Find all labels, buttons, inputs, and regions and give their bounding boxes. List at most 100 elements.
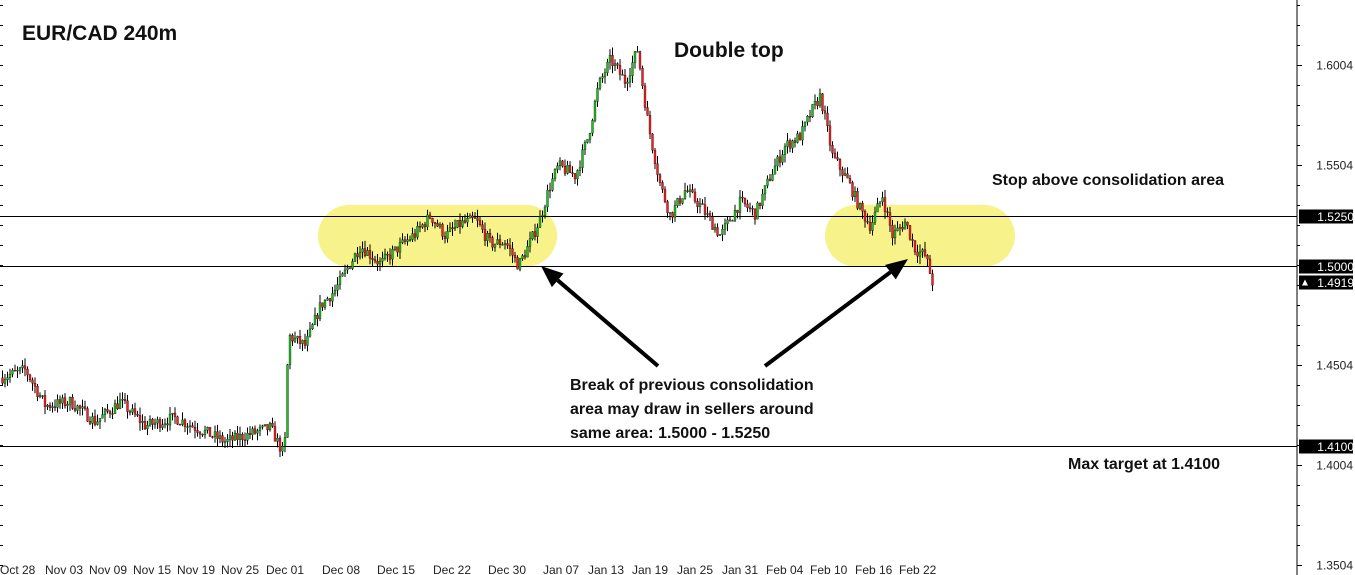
candle-body [148,419,152,426]
candle-body [583,142,587,150]
candle-body [663,189,667,202]
x-tick-label: Oct 28 [0,563,36,575]
candle-body [586,139,589,143]
candle-body [133,408,137,415]
candle-body [433,222,437,224]
candle-body [676,198,679,206]
candle-body [251,428,254,435]
current-price-label: 1.4919 [1317,276,1354,290]
candle-body [228,435,232,440]
price-tags: 1.5250 1.5000 1.4100 1.4919 [1299,209,1354,454]
candle-body [211,436,214,438]
candle-body [183,419,187,427]
candle-body [843,173,847,176]
candle-body [796,133,799,143]
candle-body [516,257,519,270]
candle-body [13,370,17,372]
candle-body [611,55,614,67]
candle-body [11,370,14,375]
candle-body [898,227,902,229]
candle-body [1,377,4,384]
double-top-label: Double top [674,39,784,62]
candle-body [423,224,427,228]
candle-body [43,395,47,407]
candle-body [461,220,464,227]
candle-body [813,100,817,105]
candle-body [753,208,757,220]
candle-body [901,227,904,230]
x-tick-label: Nov 19 [177,563,215,575]
candle-body [8,374,12,378]
candle-body [878,201,882,204]
candle-body [218,435,222,439]
candle-body [216,431,219,439]
candle-body [313,314,317,325]
candle-body [356,253,359,258]
candle-body [471,215,474,218]
candle-body [78,405,82,409]
candle-body [138,415,142,423]
candle-body [853,190,857,198]
candle-body [288,335,292,365]
candle-body [806,115,809,123]
candle-body [581,149,584,168]
candle-body [923,249,927,256]
candle-body [281,446,284,452]
candle-body [298,336,302,344]
candle-body [141,421,144,423]
candle-body [801,126,804,141]
candle-body [166,423,169,426]
candle-body [248,432,252,435]
candle-body [278,437,282,452]
candle-body [603,72,607,77]
candle-body [568,164,572,173]
candle-body [856,190,859,209]
candle-body [751,208,754,210]
y-tick-label: 1.5504 [1316,159,1353,173]
candle-body [708,213,712,217]
x-tick-label: Jan 13 [588,563,624,575]
candle-body [156,419,159,424]
candle-body [426,214,429,228]
candle-body [561,160,564,167]
candle-body [573,173,577,180]
candle-body [756,202,759,220]
candle-body [908,225,912,240]
candle-body [551,178,554,191]
candle-body [331,293,334,302]
y-tick-label: 1.4504 [1316,359,1353,373]
x-tick-label: Dec 15 [377,563,415,575]
candle-body [598,78,602,89]
candle-body [436,223,439,227]
candle-body [428,214,432,219]
candle-body [541,215,544,217]
candle-body [341,273,344,277]
candle-body [431,218,434,223]
candle-body [6,377,9,380]
candle-body [686,190,689,192]
candle-body [666,201,669,213]
stop-label: Stop above consolidation area [992,172,1224,189]
candle-body [826,112,829,127]
candle-body [233,432,237,441]
break-label-line1: Break of previous consolidation [570,377,814,394]
candle-body [701,203,704,205]
candle-body [671,212,674,218]
candle-body [176,416,179,425]
candle-body [81,406,84,409]
candle-body [41,395,44,397]
candle-body [778,156,782,163]
candle-body [918,251,922,257]
candle-body [83,406,87,409]
candle-body [203,430,207,435]
candle-body [536,227,539,237]
candle-body [383,253,387,259]
candle-body [538,216,542,228]
candle-body [113,403,117,414]
candle-body [458,220,462,227]
candle-body [358,251,362,258]
candle-body [556,165,559,170]
candle-body [928,258,932,274]
candle-body [733,210,737,221]
x-tick-label: Nov 25 [221,563,259,575]
